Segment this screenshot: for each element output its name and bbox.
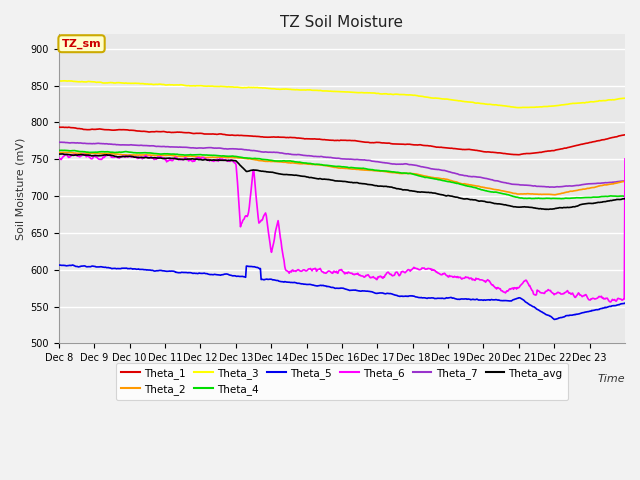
Theta_7	[401, 161, 409, 167]
Theta_7	[227, 146, 234, 152]
Theta_3	[227, 84, 234, 90]
Theta_5	[55, 262, 63, 268]
Theta_1	[515, 152, 522, 157]
Theta_5	[122, 265, 129, 271]
Theta_7	[254, 148, 262, 154]
Theta_avg	[542, 206, 550, 212]
Theta_5	[253, 264, 261, 270]
Line: Theta_4: Theta_4	[59, 150, 625, 199]
Theta_6	[254, 215, 262, 220]
Theta_2	[276, 159, 284, 165]
Theta_1	[122, 127, 130, 132]
Theta_2	[433, 175, 440, 181]
Theta_3	[60, 78, 67, 84]
Theta_1	[621, 132, 629, 138]
Theta_4	[122, 149, 130, 155]
Theta_6	[621, 156, 629, 162]
Theta_3	[401, 92, 409, 97]
Theta_avg	[254, 168, 262, 173]
Theta_3	[122, 80, 130, 86]
Theta_2	[621, 179, 629, 184]
Text: Time: Time	[597, 374, 625, 384]
Theta_4	[276, 158, 284, 164]
Theta_6	[122, 154, 130, 159]
Theta_2	[401, 170, 409, 176]
Theta_4	[58, 147, 66, 153]
Theta_3	[433, 96, 440, 101]
Line: Theta_3: Theta_3	[59, 81, 625, 108]
Theta_3	[516, 105, 524, 110]
Theta_7	[433, 167, 440, 172]
Theta_avg	[55, 151, 63, 157]
Theta_2	[60, 149, 68, 155]
Theta_5	[551, 316, 559, 322]
Theta_7	[56, 139, 64, 145]
Theta_1	[401, 142, 409, 147]
Theta_5	[621, 300, 629, 306]
Theta_1	[433, 144, 440, 150]
Line: Theta_5: Theta_5	[59, 265, 625, 319]
Theta_7	[55, 139, 63, 145]
Theta_4	[254, 156, 262, 161]
Title: TZ Soil Moisture: TZ Soil Moisture	[280, 15, 403, 30]
Theta_5	[225, 272, 233, 278]
Theta_1	[56, 124, 63, 130]
Theta_3	[276, 86, 284, 92]
Theta_6	[55, 155, 63, 161]
Text: TZ_sm: TZ_sm	[61, 38, 101, 49]
Theta_1	[227, 132, 234, 138]
Theta_avg	[122, 154, 130, 159]
Theta_3	[621, 95, 629, 101]
Line: Theta_avg: Theta_avg	[59, 154, 625, 209]
Theta_2	[227, 155, 234, 160]
Line: Theta_6: Theta_6	[59, 154, 625, 302]
Theta_7	[621, 178, 629, 184]
Theta_6	[276, 229, 284, 235]
Theta_4	[55, 147, 63, 153]
Theta_4	[621, 193, 629, 199]
Theta_avg	[433, 191, 440, 196]
Theta_6	[433, 269, 440, 275]
Theta_5	[401, 293, 408, 299]
Legend: Theta_1, Theta_2, Theta_3, Theta_4, Theta_5, Theta_6, Theta_7, Theta_avg: Theta_1, Theta_2, Theta_3, Theta_4, Thet…	[116, 363, 568, 400]
Theta_6	[227, 158, 234, 164]
Theta_2	[122, 152, 130, 158]
Theta_2	[254, 157, 262, 163]
Theta_2	[55, 150, 63, 156]
Line: Theta_1: Theta_1	[59, 127, 625, 155]
Theta_7	[276, 150, 284, 156]
Line: Theta_2: Theta_2	[59, 152, 625, 195]
Theta_4	[557, 196, 565, 202]
Theta_3	[254, 85, 262, 91]
Theta_7	[546, 184, 554, 190]
Theta_6	[606, 299, 614, 305]
Theta_6	[79, 151, 87, 157]
Theta_avg	[276, 171, 284, 177]
Theta_1	[276, 134, 284, 140]
Theta_avg	[401, 187, 409, 192]
Theta_4	[433, 176, 440, 182]
Theta_1	[55, 124, 63, 130]
Theta_6	[401, 270, 409, 276]
Theta_avg	[621, 196, 629, 202]
Theta_avg	[227, 157, 234, 163]
Theta_1	[254, 133, 262, 139]
Theta_5	[275, 278, 283, 284]
Theta_5	[432, 296, 440, 301]
Y-axis label: Soil Moisture (mV): Soil Moisture (mV)	[15, 138, 25, 240]
Line: Theta_7: Theta_7	[59, 142, 625, 187]
Theta_avg	[58, 151, 66, 157]
Theta_2	[551, 192, 559, 198]
Theta_4	[227, 154, 234, 159]
Theta_4	[401, 170, 409, 176]
Theta_3	[55, 78, 63, 84]
Theta_7	[122, 142, 130, 148]
